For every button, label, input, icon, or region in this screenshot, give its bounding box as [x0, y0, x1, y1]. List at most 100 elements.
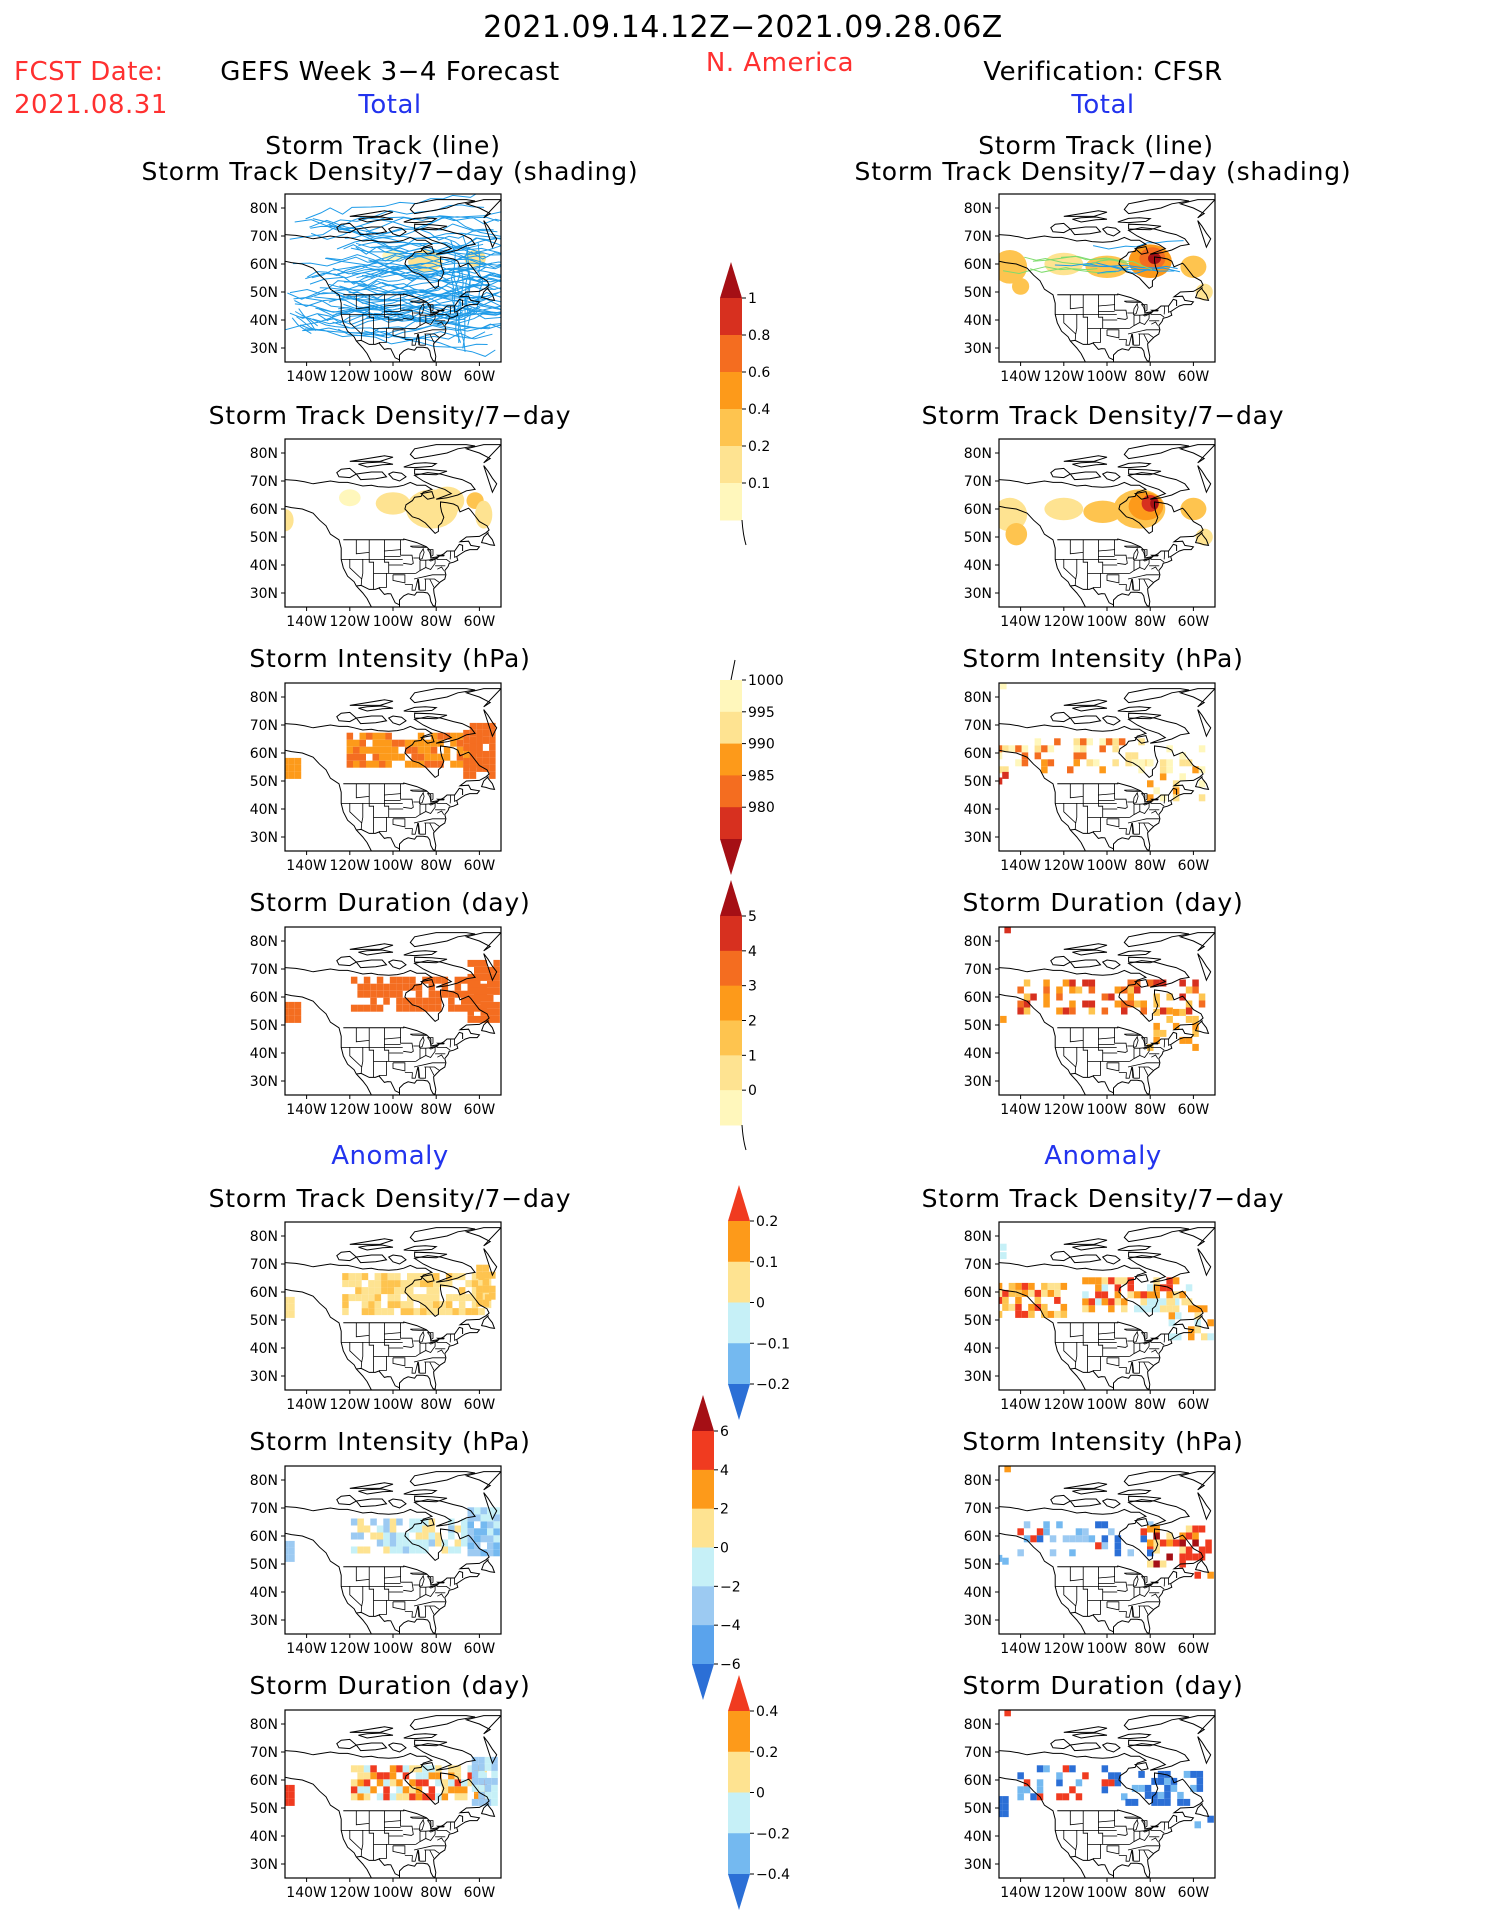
grid-cell [1121, 1305, 1128, 1313]
arctic-island [403, 462, 438, 469]
grid-cell [1086, 759, 1093, 767]
grid-cell [428, 1525, 436, 1533]
grid-cell [448, 1525, 455, 1533]
east-coastline [285, 723, 490, 851]
grid-cell [1134, 1000, 1141, 1008]
state-border [404, 1066, 420, 1079]
grid-cell [417, 753, 425, 761]
grid-cell [350, 1786, 358, 1794]
grid-cell [1183, 1798, 1191, 1806]
grid-cell [454, 1539, 462, 1547]
colorbar-label: −6 [720, 1657, 741, 1673]
grid-cell [1021, 752, 1029, 760]
grid-cell [1015, 1303, 1022, 1311]
grid-cell [415, 1532, 423, 1540]
grid-cell [1131, 752, 1139, 760]
grid-cell [1127, 1549, 1134, 1557]
grid-cell [1159, 979, 1167, 987]
west-coastline [999, 749, 1086, 851]
state-border [1129, 1586, 1150, 1601]
grid-cell [357, 1532, 364, 1540]
state-border [1106, 818, 1120, 828]
grid-cell [415, 1772, 423, 1780]
lon-label: 60W [464, 369, 496, 385]
grid-cell [1151, 1777, 1158, 1785]
grid-cell [1125, 752, 1132, 760]
lon-label: 100W [373, 858, 414, 874]
grid-cell [407, 1287, 414, 1295]
grid-cell [1138, 759, 1145, 767]
lon-label: 80W [1134, 1641, 1166, 1657]
grid-cell [482, 750, 490, 758]
grid-cell [467, 980, 474, 988]
grid-cell [456, 739, 464, 747]
lat-label: 60N [250, 746, 278, 762]
grid-cell [1108, 1772, 1115, 1780]
arctic-island [1063, 1482, 1108, 1489]
grid-cell [1159, 1284, 1167, 1292]
grid-cell [404, 746, 412, 754]
grid-cell [1082, 1291, 1089, 1299]
grid-cell [437, 753, 444, 761]
arctic-island [387, 1254, 407, 1265]
forecast-storm-track [328, 295, 501, 309]
state-border [1151, 1593, 1159, 1598]
grid-cell [1067, 766, 1074, 774]
east-coastline [285, 479, 490, 607]
grid-cell [1030, 1793, 1037, 1801]
observed-storm-track [1054, 262, 1151, 271]
grid-cell [409, 1546, 416, 1554]
grid-cell [1101, 1521, 1109, 1529]
lon-label: 60W [464, 1641, 496, 1657]
state-border [404, 1849, 420, 1862]
grid-cell [357, 1765, 364, 1773]
colorbar-top-arrow [720, 262, 742, 298]
grid-cell [372, 732, 379, 740]
forecast-storm-track [331, 288, 501, 300]
grid-cell [1153, 1298, 1160, 1306]
grid-cell [999, 1282, 1003, 1290]
grid-cell [359, 739, 366, 747]
colorbar-segment [720, 372, 742, 410]
arctic-island [1069, 1742, 1102, 1752]
colorbar-label: 0.1 [756, 1255, 778, 1271]
grid-cell [491, 1777, 498, 1785]
grid-cell [1192, 986, 1199, 994]
grid-cell [1030, 993, 1037, 1001]
arctic-island [1050, 1494, 1072, 1506]
grid-cell [439, 1280, 446, 1288]
arctic-island [419, 246, 435, 255]
lat-label: 50N [250, 530, 278, 546]
state-border [400, 1322, 414, 1348]
grid-cell [463, 729, 470, 737]
colorbar-segment [728, 1302, 750, 1344]
grid-cell [428, 1772, 436, 1780]
grid-cell [1157, 1777, 1165, 1785]
grid-cell [463, 736, 470, 744]
grid-cell [1198, 1000, 1206, 1008]
lat-label: 80N [964, 1229, 992, 1245]
colorbar-segment [720, 680, 742, 713]
grid-cell [1041, 1303, 1048, 1311]
grid-cell [368, 1287, 375, 1295]
grid-cell [1049, 1535, 1057, 1543]
state-border [418, 1605, 426, 1618]
grid-cell [469, 743, 477, 751]
state-border [424, 1605, 440, 1610]
grid-cell [474, 1507, 481, 1515]
arctic-island [355, 226, 388, 236]
grid-cell [999, 1810, 1003, 1818]
arctic-island [414, 1251, 448, 1259]
colorbar-label: 0 [756, 1296, 765, 1312]
state-border [384, 1037, 401, 1040]
grid-cell [424, 760, 431, 768]
grid-cell [443, 732, 451, 740]
grid-cell [1112, 745, 1119, 753]
grid-cell [1147, 979, 1154, 987]
grid-cell [999, 1796, 1003, 1804]
west-coastline [285, 993, 372, 1095]
us-mexico-border [1070, 1367, 1114, 1389]
grid-cell [1041, 745, 1048, 753]
